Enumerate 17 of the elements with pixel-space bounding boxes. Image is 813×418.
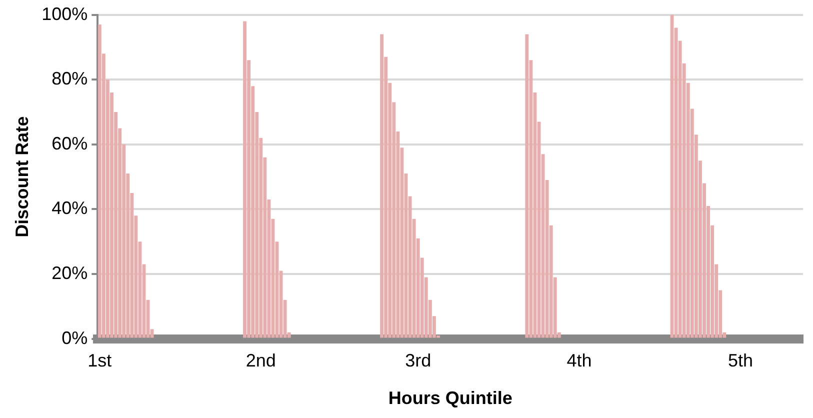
y-tick-label: 60%: [52, 133, 88, 154]
x-tick-label: 3rd: [405, 350, 432, 371]
bar: [98, 24, 102, 338]
x-tick-label: 5th: [728, 350, 754, 371]
bar: [243, 21, 246, 338]
x-tick-label: 1st: [88, 350, 112, 371]
y-tick-label: 80%: [52, 68, 88, 89]
x-tick-label: 2nd: [246, 350, 276, 371]
bar: [380, 34, 384, 338]
y-tick-label: 100%: [42, 4, 88, 24]
bar: [525, 34, 529, 338]
x-tick-label: 4th: [566, 350, 592, 371]
y-axis-title: Discount Rate: [12, 116, 32, 238]
y-tick-label: 20%: [52, 262, 88, 283]
y-tick-label: 40%: [52, 198, 88, 218]
y-tick-label: 0%: [62, 328, 88, 348]
x-axis-title: Hours Quintile: [388, 388, 512, 408]
